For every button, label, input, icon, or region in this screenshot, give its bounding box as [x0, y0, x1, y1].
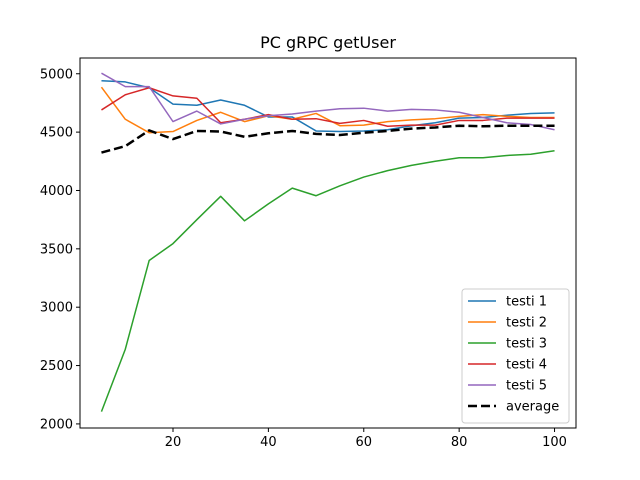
- plot-frame: [79, 57, 577, 429]
- series-line-5: [101, 72, 555, 131]
- y-tick-label-4000: 4000: [40, 184, 73, 199]
- x-tick-label-100: 100: [542, 435, 567, 450]
- x-tick-label-80: 80: [451, 435, 468, 450]
- legend-label-6: average: [506, 400, 559, 415]
- y-tick-label-3000: 3000: [40, 301, 73, 316]
- legend-label-4: testi 4: [506, 358, 547, 373]
- series-line-1: [101, 80, 555, 133]
- series-line-4: [101, 87, 555, 128]
- y-tick-label-2000: 2000: [40, 417, 73, 432]
- series-line-3: [100, 150, 555, 412]
- legend-label-2: testi 2: [506, 316, 547, 331]
- x-tick-label-40: 40: [260, 435, 277, 450]
- y-tick-label-3500: 3500: [40, 242, 73, 257]
- legend-label-5: testi 5: [506, 379, 547, 394]
- chart-title: PC gRPC getUser: [260, 33, 396, 52]
- x-tick-label-60: 60: [355, 435, 372, 450]
- legend: testi 1 testi 2 testi 3 testi 4 testi 5 avera…: [461, 288, 570, 424]
- series-line-6: [101, 124, 555, 154]
- legend-label-1: testi 1: [506, 295, 547, 310]
- x-tick-label-20: 20: [165, 435, 182, 450]
- y-tick-label-4500: 4500: [40, 126, 73, 141]
- x-axis: 20 40 60 80 100: [165, 428, 567, 450]
- y-tick-label-2500: 2500: [40, 359, 73, 374]
- y-tick-label-5000: 5000: [40, 67, 73, 82]
- y-axis: 2000 2500 3000 3500 4000 4500 5000: [40, 67, 80, 432]
- plot-lines: [100, 72, 555, 412]
- legend-label-3: testi 3: [506, 337, 547, 352]
- series-line-2: [100, 86, 555, 134]
